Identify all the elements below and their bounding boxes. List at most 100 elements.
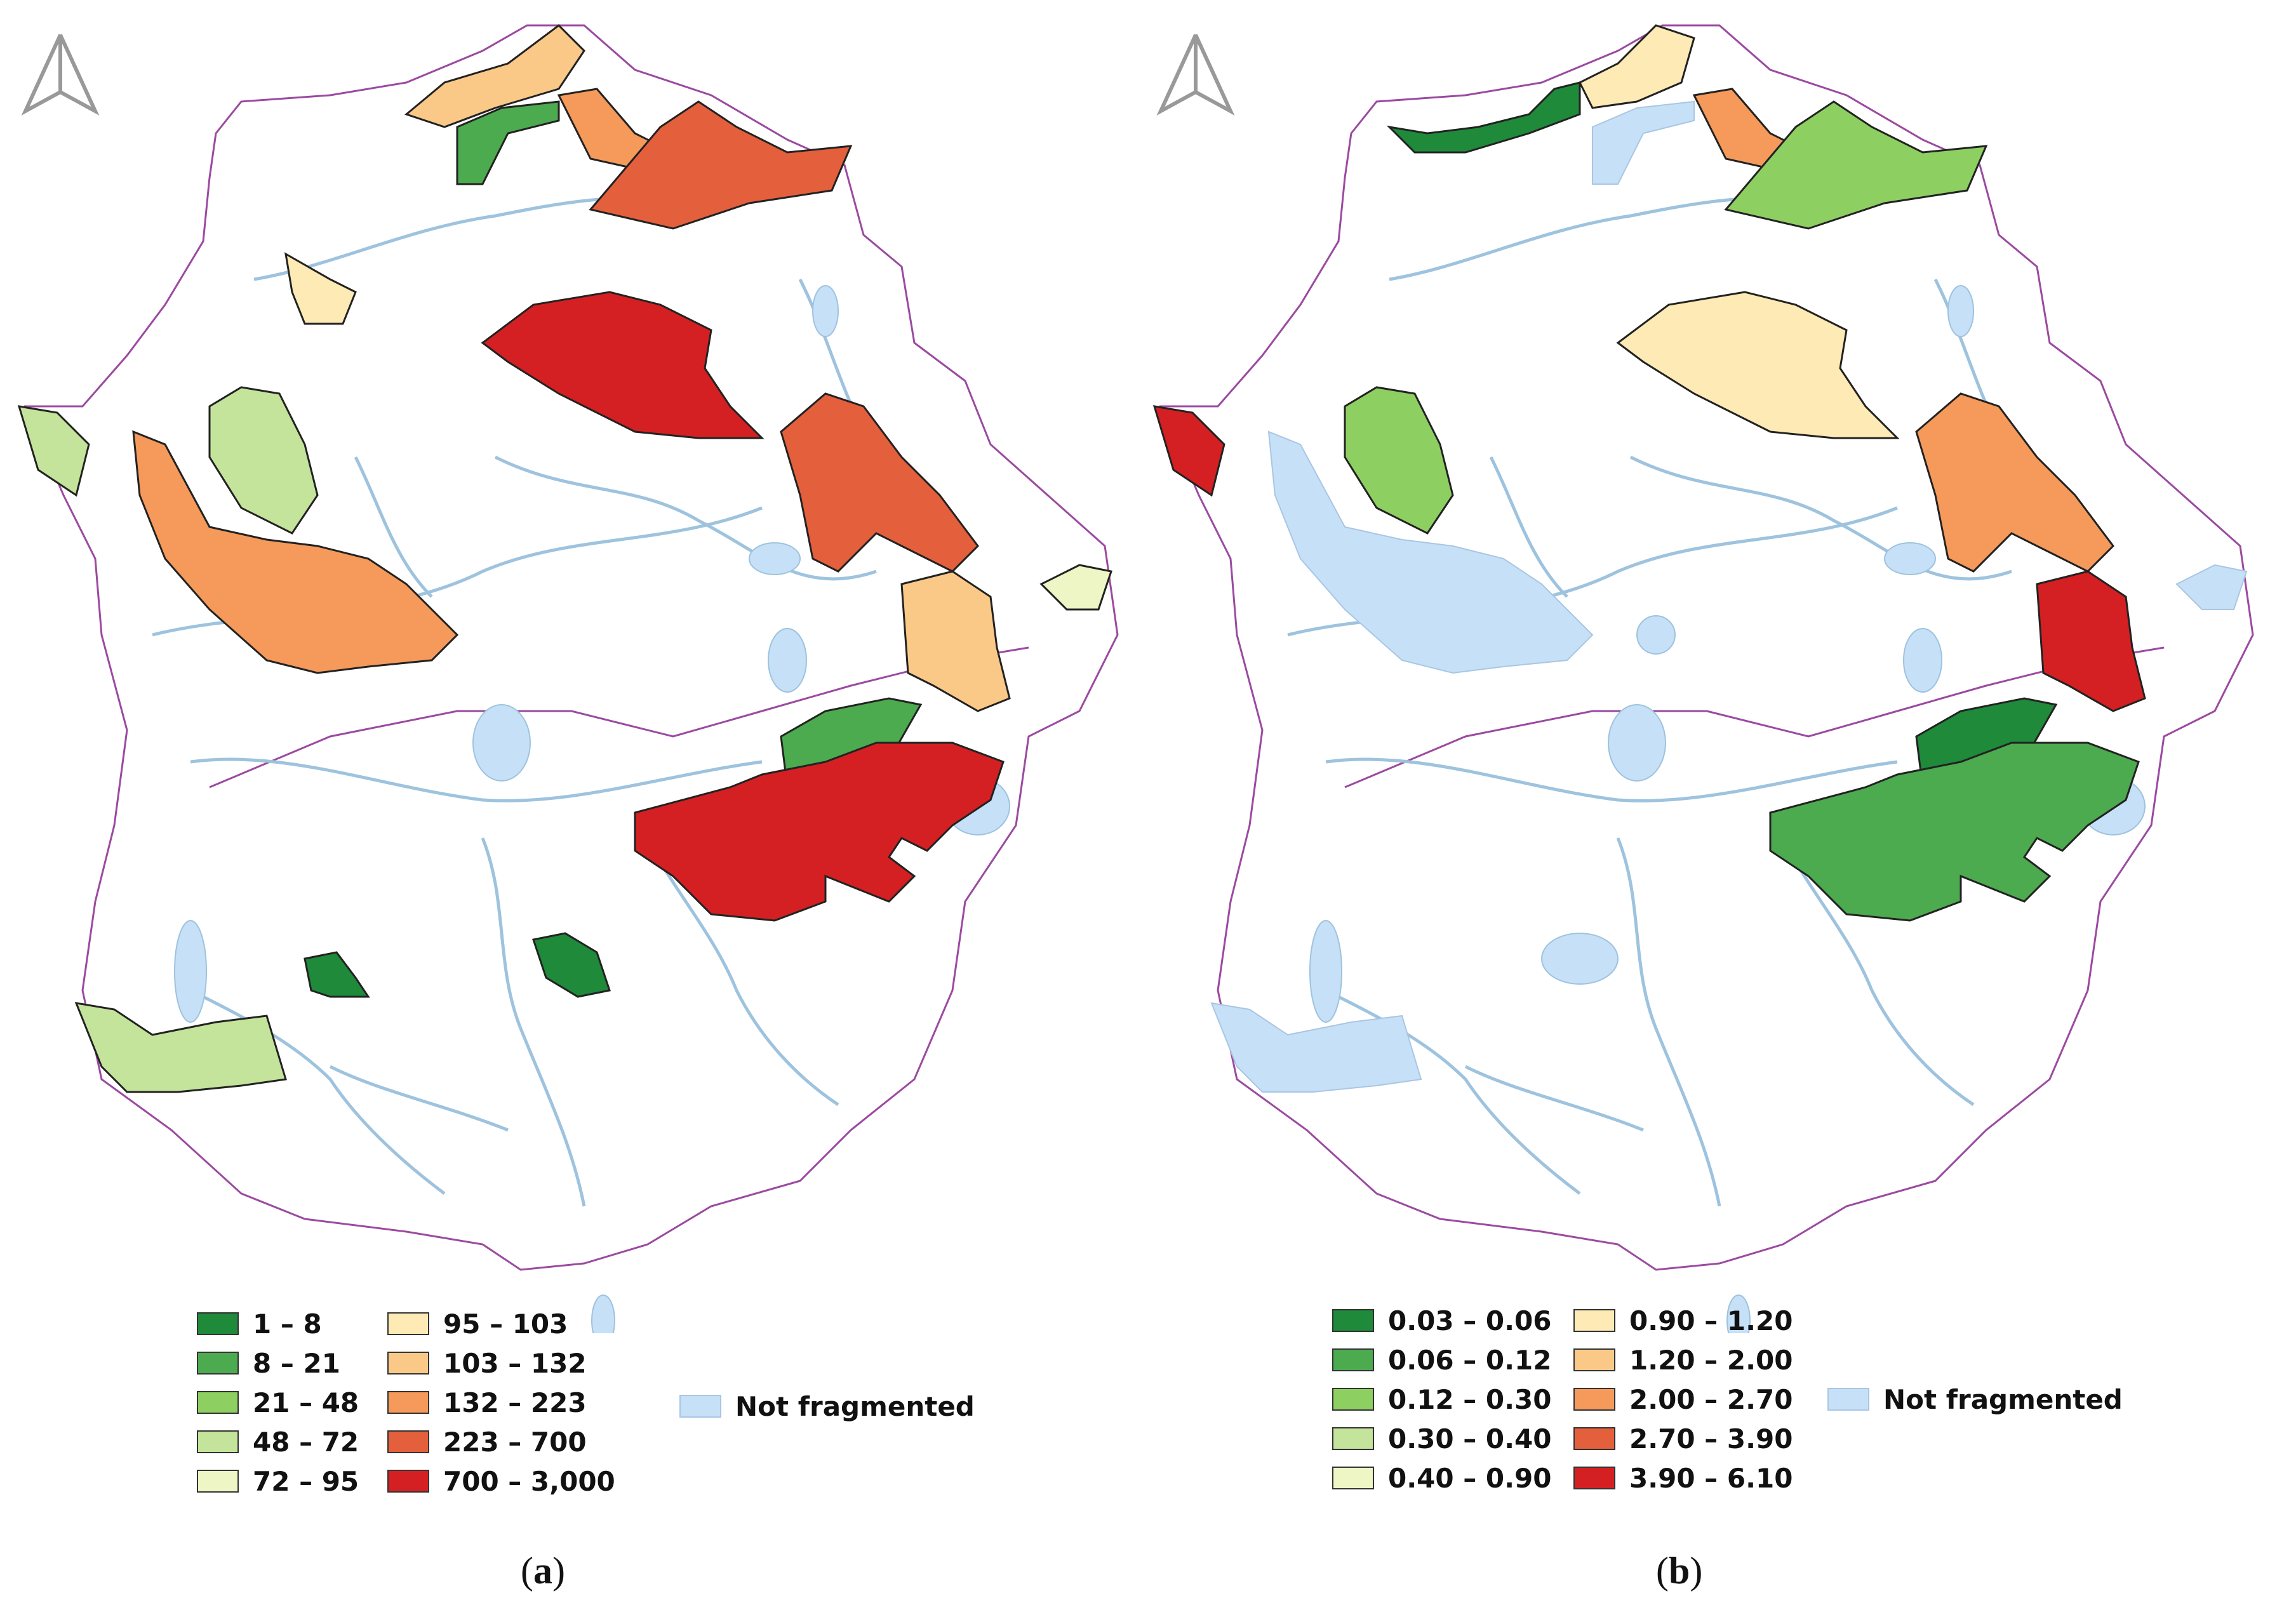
legend-b: 0.03 – 0.06 0.06 – 0.12 0.12 – 0.30 0.30… — [1332, 1305, 2221, 1508]
legend-swatch — [197, 1430, 239, 1453]
legend-swatch — [1332, 1348, 1374, 1371]
legend-label: 8 – 21 — [253, 1347, 340, 1379]
legend-label: 72 – 95 — [253, 1465, 359, 1497]
legend-item: 0.40 – 0.90 — [1332, 1462, 1552, 1494]
legend-item-not-fragmented: Not fragmented — [1827, 1383, 2123, 1415]
patch-central-large — [1616, 291, 1900, 439]
legend-swatch — [387, 1352, 429, 1374]
legend-item-not-fragmented: Not fragmented — [679, 1390, 975, 1422]
legend-swatch — [1573, 1309, 1615, 1332]
legend-label: 223 – 700 — [443, 1426, 587, 1458]
legend-swatch — [387, 1430, 429, 1453]
region-boundary — [23, 24, 1119, 1271]
legend-label: 2.00 – 2.70 — [1629, 1383, 1793, 1415]
legend-swatch — [679, 1395, 721, 1418]
legend-swatch — [1332, 1427, 1374, 1450]
legend-item: 0.12 – 0.30 — [1332, 1383, 1552, 1415]
legend-label: 0.12 – 0.30 — [1388, 1383, 1552, 1415]
patch-southeast-green — [1769, 742, 2140, 922]
region-boundary — [1159, 24, 2254, 1271]
patch-southwest — [74, 1002, 287, 1093]
patch-north-small — [284, 252, 357, 325]
legend-item: 1 – 8 — [197, 1308, 322, 1340]
legend-a: 1 – 8 8 – 21 21 – 48 48 – 72 72 – 95 95 … — [197, 1308, 1022, 1511]
patch-north-2 — [456, 100, 560, 185]
legend-item: 72 – 95 — [197, 1465, 359, 1497]
patch-east-1 — [1915, 392, 2114, 573]
map-panel-b: 0.03 – 0.06 0.06 – 0.12 0.12 – 0.30 0.30… — [1135, 0, 2270, 1624]
legend-label: 48 – 72 — [253, 1426, 359, 1458]
legend-label: 0.03 – 0.06 — [1388, 1305, 1552, 1336]
legend-label: 700 – 3,000 — [443, 1465, 615, 1497]
legend-item: 0.30 – 0.40 — [1332, 1423, 1552, 1454]
patch-north-4 — [1724, 100, 1988, 230]
legend-swatch — [1573, 1467, 1615, 1489]
patch-east-2 — [900, 570, 1011, 712]
legend-label: 0.90 – 1.20 — [1629, 1305, 1793, 1336]
legend-item: 0.03 – 0.06 — [1332, 1305, 1552, 1336]
legend-label: 1.20 – 2.00 — [1629, 1344, 1793, 1376]
legend-label: Not fragmented — [735, 1390, 975, 1422]
legend-swatch — [1332, 1388, 1374, 1411]
legend-label: 2.70 – 3.90 — [1629, 1423, 1793, 1454]
patch-east-1 — [780, 392, 979, 573]
legend-swatch — [197, 1391, 239, 1414]
legend-item: 0.90 – 1.20 — [1573, 1305, 1793, 1336]
legend-label: 0.40 – 0.90 — [1388, 1462, 1552, 1494]
legend-item: 103 – 132 — [387, 1347, 587, 1379]
patch-east-2 — [2036, 570, 2146, 712]
north-arrow-icon — [21, 34, 100, 116]
legend-swatch — [197, 1312, 239, 1335]
legend-swatch — [387, 1312, 429, 1335]
patch-west-3 — [132, 430, 459, 674]
legend-label: 0.06 – 0.12 — [1388, 1344, 1552, 1376]
not-fragmented-areas — [1210, 100, 2248, 1093]
legend-item: 48 – 72 — [197, 1426, 359, 1458]
patch-west-2 — [208, 386, 319, 535]
patch-south-2 — [532, 932, 611, 998]
map-b — [1152, 24, 2254, 1333]
patch-west-1 — [17, 405, 90, 497]
north-arrow-icon — [1156, 34, 1235, 116]
legend-swatch — [1332, 1467, 1374, 1489]
legend-label: 95 – 103 — [443, 1308, 568, 1340]
legend-swatch — [1573, 1427, 1615, 1450]
legend-label: 3.90 – 6.10 — [1629, 1462, 1793, 1494]
legend-item: 700 – 3,000 — [387, 1465, 615, 1497]
legend-label: 0.30 – 0.40 — [1388, 1423, 1552, 1454]
patch-west-red — [1152, 405, 1225, 497]
patch-west-green — [1344, 386, 1454, 535]
patch-southeast-red — [634, 742, 1005, 922]
legend-item: 3.90 – 6.10 — [1573, 1462, 1793, 1494]
legend-swatch — [197, 1470, 239, 1493]
patch-central-large — [481, 291, 764, 439]
legend-swatch — [1573, 1348, 1615, 1371]
patch-north-1 — [404, 24, 585, 128]
legend-label: 1 – 8 — [253, 1308, 322, 1340]
legend-swatch — [1573, 1388, 1615, 1411]
legend-item: 2.00 – 2.70 — [1573, 1383, 1793, 1415]
legend-swatch — [1332, 1309, 1374, 1332]
legend-label: Not fragmented — [1883, 1383, 2123, 1415]
caption-b: (b) — [1656, 1550, 1703, 1592]
patch-north-2 — [1578, 24, 1695, 109]
legend-swatch — [1827, 1388, 1869, 1411]
map-panel-a: 1 – 8 8 – 21 21 – 48 48 – 72 72 – 95 95 … — [17, 24, 1119, 1592]
legend-item: 2.70 – 3.90 — [1573, 1423, 1793, 1454]
legend-item: 95 – 103 — [387, 1308, 568, 1340]
legend-item: 132 – 223 — [387, 1387, 587, 1418]
fragmentation-patches — [17, 24, 1112, 1093]
legend-swatch — [387, 1470, 429, 1493]
legend-swatch — [387, 1391, 429, 1414]
legend-label: 132 – 223 — [443, 1387, 587, 1418]
legend-item: 8 – 21 — [197, 1347, 340, 1379]
patch-south-1 — [304, 951, 370, 998]
legend-label: 103 – 132 — [443, 1347, 587, 1379]
legend-item: 223 – 700 — [387, 1426, 587, 1458]
fragmentation-patches — [1152, 24, 2146, 922]
caption-a: (a) — [521, 1550, 565, 1592]
legend-item: 1.20 – 2.00 — [1573, 1344, 1793, 1376]
patch-east-small — [1039, 564, 1112, 611]
legend-label: 21 – 48 — [253, 1387, 359, 1418]
legend-swatch — [197, 1352, 239, 1374]
